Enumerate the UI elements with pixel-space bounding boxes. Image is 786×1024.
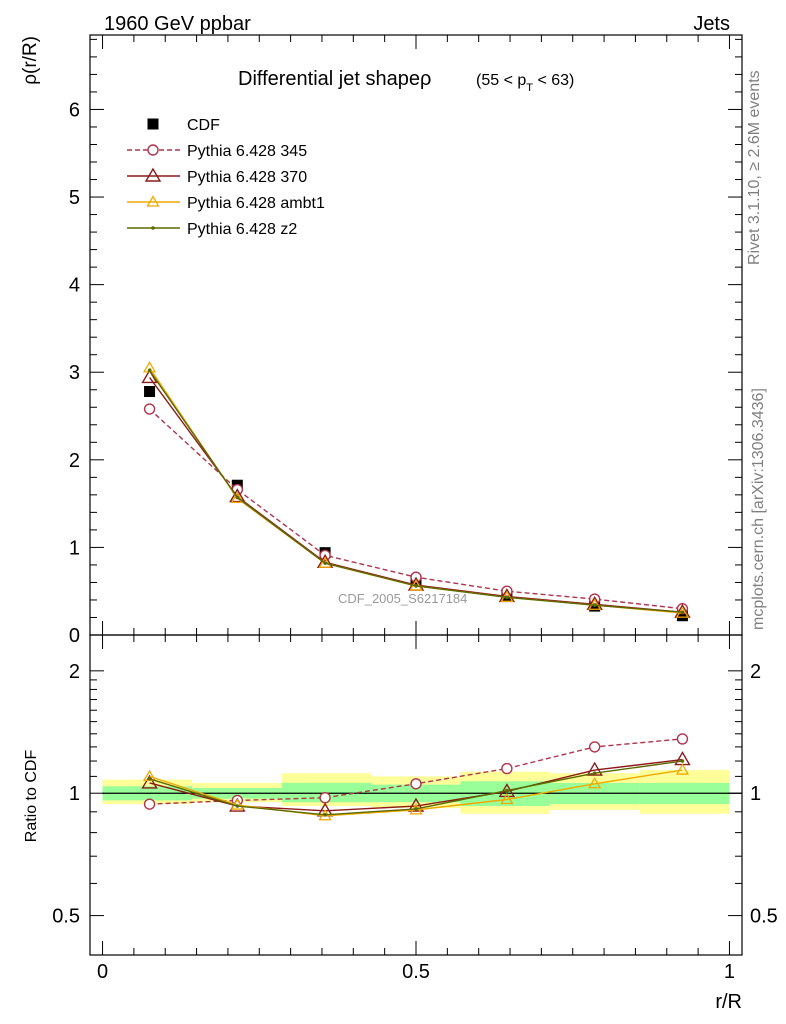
legend-entry-label: Pythia 6.428 345 xyxy=(187,143,307,160)
pythia-345-point xyxy=(143,798,156,810)
pythia-370-point xyxy=(407,797,425,812)
y-tick-label: 2 xyxy=(69,450,80,472)
pythia-345-point xyxy=(319,791,331,804)
legend-entry-label: Pythia 6.428 ambt1 xyxy=(187,195,325,212)
ratio-y-axis-label: Ratio to CDF xyxy=(23,750,40,843)
analysis-watermark: CDF_2005_S6217184 xyxy=(338,591,467,606)
pythia-z2-point xyxy=(147,777,152,781)
pythia-z2-point xyxy=(235,495,240,500)
pythia-345-point xyxy=(143,403,156,415)
main-y-ticks: 0 1 2 3 4 5 6 xyxy=(69,38,742,647)
pythia-z2-point xyxy=(414,584,418,588)
legend: CDF Pythia 6.428 345 Pythia 6.428 370 Pythi… xyxy=(127,117,325,238)
ratio-y-tick-label: 2 xyxy=(69,661,80,683)
x-tick-label: 0.5 xyxy=(402,961,430,983)
pythia-370-point xyxy=(144,167,162,182)
cdf-data-point xyxy=(144,385,156,397)
pythia-z2-point xyxy=(505,595,509,600)
pythia-z2-point xyxy=(505,788,509,793)
process-label: Jets xyxy=(693,13,730,35)
pythia-z2-point xyxy=(414,807,418,811)
pythia-z2-point xyxy=(680,610,685,615)
y-tick-label: 0 xyxy=(69,625,80,647)
cdf-data-point xyxy=(147,118,159,130)
ratio-y-tick-label-right: 2 xyxy=(750,661,761,683)
pythia-345-point xyxy=(676,733,689,745)
chart-title-range: (55 < pT < 63) xyxy=(476,72,574,94)
pythia-ambt1-point xyxy=(146,195,160,207)
ratio-x-ticks: 0 0.5 1 xyxy=(97,635,735,983)
pythia-370-point xyxy=(586,761,603,776)
pythia-z2-point xyxy=(151,226,155,230)
main-x-ticks xyxy=(102,35,730,635)
legend-entry-label: Pythia 6.428 370 xyxy=(187,169,307,186)
mcplots-label: mcplots.cern.ch [arXiv:1306.3436] xyxy=(750,388,767,630)
energy-label: 1960 GeV ppbar xyxy=(104,13,251,35)
y-tick-label: 6 xyxy=(69,99,80,121)
pythia-ambt1-point xyxy=(675,763,690,775)
main-plot-panel: ρ(r/R) 0 1 2 3 4 5 6 Differential jet shapeρ (… xyxy=(20,34,743,647)
pythia-345-point xyxy=(501,762,513,775)
pythia-345-point xyxy=(147,144,159,156)
pythia-z2-point xyxy=(235,804,240,808)
pythia-ambt1-point xyxy=(500,792,514,805)
x-tick-label: 0 xyxy=(97,961,108,983)
pythia-345-point xyxy=(588,741,601,753)
ratio-series-layer xyxy=(141,733,691,821)
pythia-z2-point xyxy=(323,812,327,817)
ratio-plot-panel: Ratio to CDF 0.5 0.51 12 2 0 0.5 1 r/R xyxy=(23,634,778,1013)
legend-entry-label: Pythia 6.428 z2 xyxy=(187,221,297,238)
ratio-y-tick-label-right: 0.5 xyxy=(750,906,778,928)
pythia-ambt1-point xyxy=(230,798,244,810)
x-axis-label: r/R xyxy=(715,991,742,1013)
x-tick-label: 1 xyxy=(724,961,735,983)
y-tick-label: 5 xyxy=(69,187,80,209)
pythia-z2-point xyxy=(147,368,152,373)
ratio-y-tick-label-right: 1 xyxy=(750,783,761,805)
cdf-data-point xyxy=(676,610,688,622)
pythia-z2-point xyxy=(323,561,327,565)
ratio-y-ticks: 0.5 0.5 1 1 2 2 xyxy=(52,661,778,928)
y-tick-label: 4 xyxy=(69,275,80,297)
y-tick-label: 1 xyxy=(69,537,80,559)
legend-entry-label: CDF xyxy=(187,117,220,134)
y-tick-label: 3 xyxy=(69,362,80,384)
pythia-ambt1-point xyxy=(230,491,244,504)
pythia-345-point xyxy=(410,778,422,790)
main-series-layer xyxy=(141,361,691,622)
pythia-370-point xyxy=(141,774,158,789)
pythia-370-point xyxy=(229,488,246,503)
pythia-z2-point xyxy=(680,759,685,763)
pythia-ambt1-point xyxy=(318,556,332,568)
rivet-version-label: Rivet 3.1.10, ≥ 2.6M events xyxy=(746,70,763,265)
ratio-y-tick-label: 0.5 xyxy=(52,906,80,928)
chart-title: Differential jet shapeρ xyxy=(238,68,431,90)
pythia-z2-point xyxy=(592,603,597,608)
pythia-z2-point xyxy=(592,771,597,776)
pythia-ambt1-point xyxy=(588,776,602,789)
ratio-y-tick-label: 1 xyxy=(69,783,80,805)
main-y-axis-label: ρ(r/R) xyxy=(20,36,41,85)
